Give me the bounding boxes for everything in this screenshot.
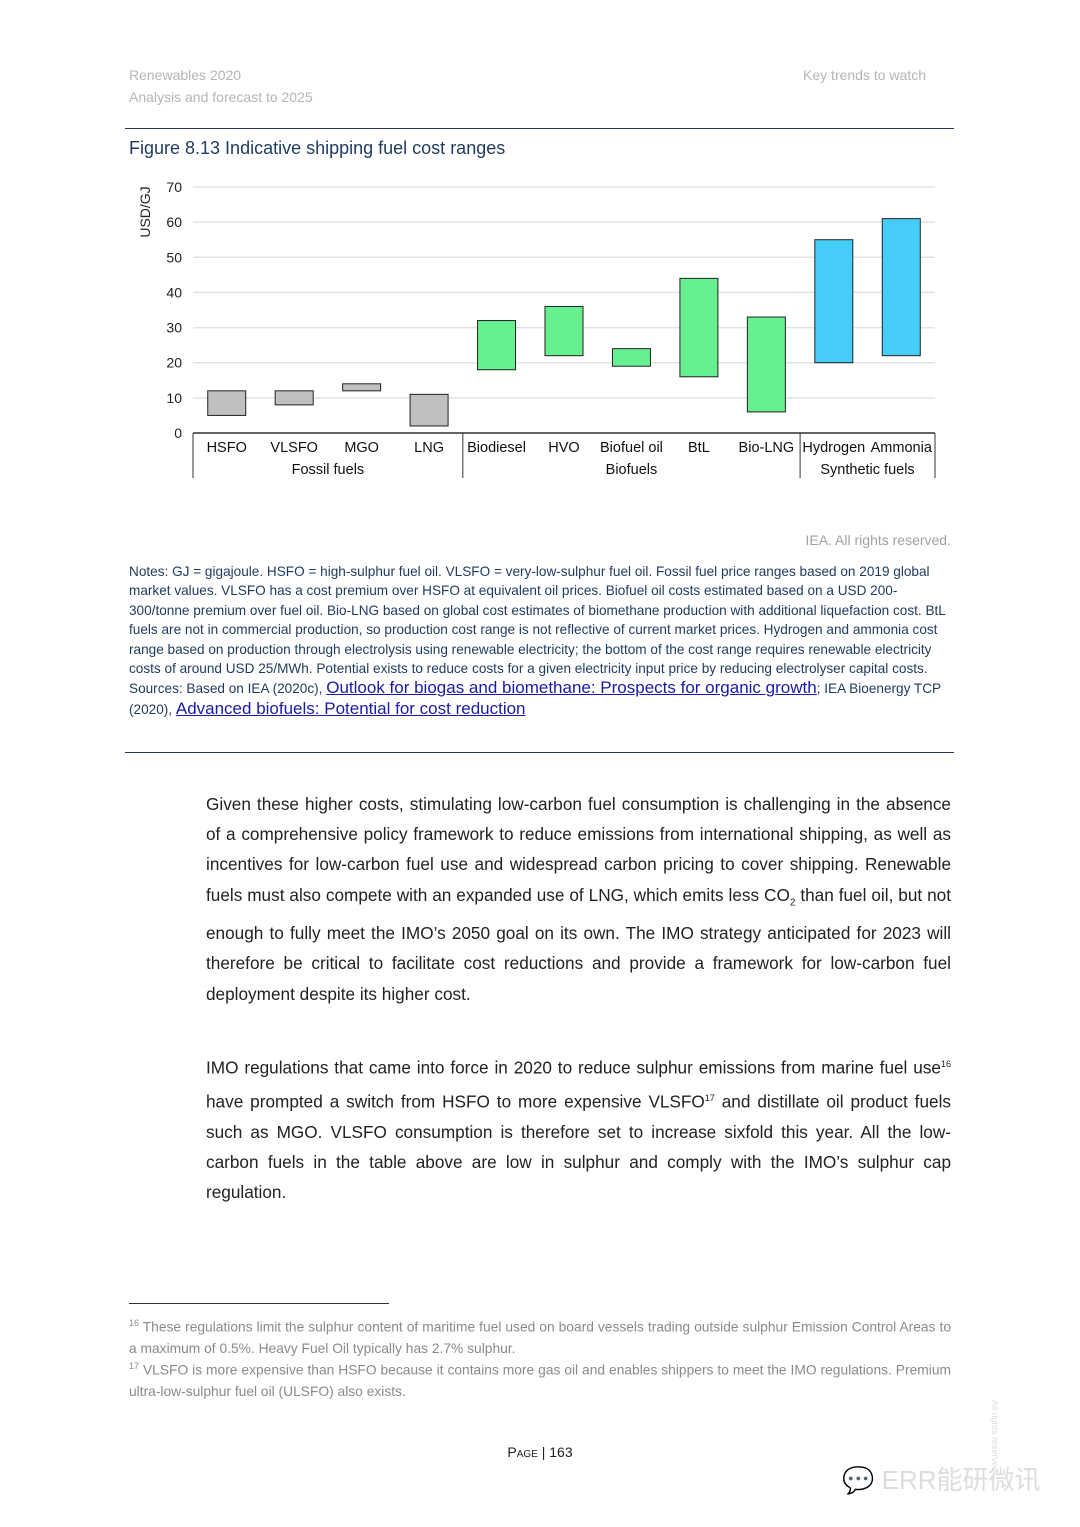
- category-label: VLSFO: [270, 440, 318, 456]
- bar-hydrogen: [814, 239, 854, 364]
- y-tick-label: 60: [166, 214, 182, 230]
- category-label: LNG: [414, 440, 444, 456]
- report-subtitle: Analysis and forecast to 2025: [129, 89, 313, 105]
- source-link-advanced-biofuels[interactable]: Advanced biofuels: Potential for cost re…: [175, 698, 526, 718]
- footnote-16: 16 These regulations limit the sulphur c…: [129, 1318, 951, 1357]
- y-axis-label: USD/GJ: [137, 186, 153, 237]
- bar-biodiesel: [477, 320, 517, 371]
- y-tick-label: 70: [166, 179, 182, 195]
- category-label: MGO: [344, 440, 379, 456]
- notes-text: Notes: GJ = gigajoule. HSFO = high-sulph…: [129, 564, 946, 677]
- category-label: Bio-LNG: [739, 440, 795, 456]
- source-link-biogas[interactable]: Outlook for biogas and biomethane: Prosp…: [326, 678, 817, 698]
- category-label: HSFO: [207, 440, 247, 456]
- bar-hvo: [544, 305, 584, 357]
- paragraph-2: IMO regulations that came into force in …: [206, 1057, 951, 1203]
- group-label: Fossil fuels: [292, 462, 365, 478]
- page-number: Page | 163: [507, 1444, 573, 1460]
- bar-btl: [679, 277, 719, 378]
- report-title: Renewables 2020: [129, 67, 242, 83]
- y-tick-label: 30: [166, 320, 182, 336]
- category-label: Biofuel oil: [600, 440, 663, 456]
- rights-note: IEA. All rights reserved.: [805, 532, 951, 548]
- bar-hsfo: [207, 390, 247, 416]
- cost-range-chart: 0 10 20 30 40 50 60 70 USD/GJ HSFO VLSFO MGO LNG Foss…: [137, 179, 936, 478]
- header-left: Renewables 2020 Analysis and forecast to …: [129, 64, 313, 108]
- figure-title: Figure 8.13 Indicative shipping fuel cos…: [129, 138, 506, 158]
- bar-vlsfo: [274, 390, 314, 406]
- footnote-17: 17 VLSFO is more expensive than HSFO bec…: [129, 1361, 951, 1400]
- category-label: HVO: [548, 440, 579, 456]
- group-label: Biofuels: [606, 462, 658, 478]
- y-tick-label: 10: [166, 390, 182, 406]
- watermark-side: All rights reserved.: [990, 1400, 1000, 1475]
- footnote-rule: [129, 1303, 389, 1304]
- bar-biofuel-oil: [611, 348, 651, 367]
- category-label: BtL: [688, 440, 710, 456]
- bar-mgo: [342, 383, 382, 392]
- watermark-logo: 💬 ERR能研微讯: [842, 1465, 1041, 1495]
- category-label: Biodiesel: [467, 440, 526, 456]
- y-tick-label: 0: [174, 425, 182, 441]
- paragraph-1: Given these higher costs, stimulating lo…: [206, 794, 951, 1004]
- category-label: Hydrogen: [802, 440, 865, 456]
- bar-bio-lng: [746, 316, 786, 413]
- sources-label: Sources: Based on IEA (2020c),: [129, 681, 327, 697]
- header-right: Key trends to watch: [803, 67, 926, 83]
- sources-mid: ; IEA Bioenergy TCP (2020),: [129, 681, 941, 717]
- bar-lng: [409, 393, 449, 427]
- figure-top-rule: [125, 128, 954, 129]
- group-label: Synthetic fuels: [820, 462, 914, 478]
- y-tick-label: 20: [166, 355, 182, 371]
- y-tick-label: 40: [166, 284, 182, 300]
- figure-notes: Notes: GJ = gigajoule. HSFO = high-sulph…: [129, 562, 951, 719]
- category-label: Ammonia: [871, 440, 933, 456]
- bar-ammonia: [881, 218, 921, 357]
- y-tick-label: 50: [166, 249, 182, 265]
- figure-bottom-rule: [125, 752, 954, 753]
